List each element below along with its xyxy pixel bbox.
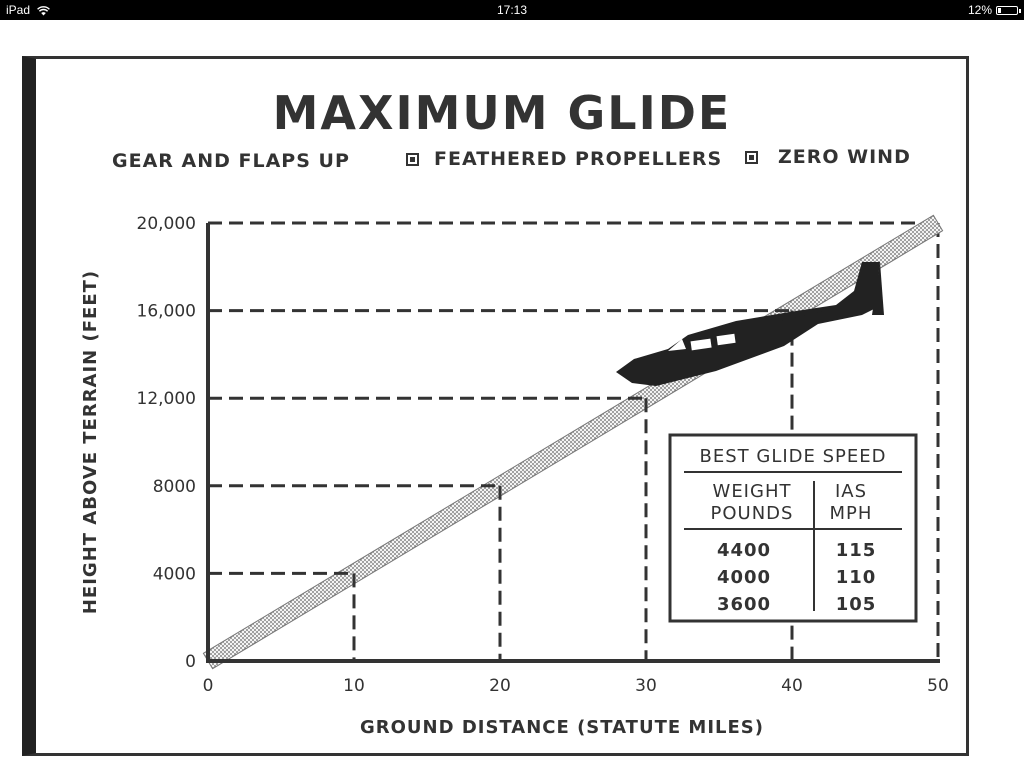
x-tick-label: 20 bbox=[489, 676, 511, 696]
x-tick-label: 50 bbox=[927, 676, 949, 696]
y-tick-label: 20,000 bbox=[137, 214, 196, 234]
best-glide-speed-table: BEST GLIDE SPEED WEIGHT POUNDS IAS MPH 4… bbox=[668, 433, 918, 623]
status-time: 17:13 bbox=[496, 3, 528, 17]
glide-path-line bbox=[207, 222, 939, 662]
y-tick-label: 12,000 bbox=[137, 389, 196, 409]
y-tick-label: 4000 bbox=[153, 564, 196, 584]
device-name: iPad bbox=[6, 3, 31, 17]
status-right: 12% bbox=[967, 3, 1021, 17]
y-tick-label: 0 bbox=[185, 652, 196, 672]
chart-title: MAXIMUM GLIDE bbox=[273, 86, 732, 140]
row-ias: 115 bbox=[836, 540, 877, 561]
y-tick-label: 8000 bbox=[153, 477, 196, 497]
y-tick-label: 16,000 bbox=[137, 302, 196, 322]
subtitle-zero-wind: ZERO WIND bbox=[778, 146, 911, 168]
bullet-dot-icon bbox=[410, 157, 415, 162]
battery-icon bbox=[996, 5, 1021, 15]
x-tick-label: 40 bbox=[781, 676, 803, 696]
header-weight: WEIGHT bbox=[713, 481, 792, 502]
battery-percent: 12% bbox=[967, 3, 992, 17]
aircraft-silhouette-icon bbox=[616, 262, 884, 386]
maximum-glide-chart: MAXIMUM GLIDE GEAR AND FLAPS UP FEATHERE… bbox=[80, 86, 949, 738]
status-left: iPad bbox=[6, 3, 51, 17]
header-mph: MPH bbox=[830, 503, 873, 524]
wifi-icon bbox=[37, 5, 51, 16]
row-weight: 3600 bbox=[717, 594, 771, 615]
bullet-dot-icon bbox=[749, 155, 754, 160]
x-tick-label: 30 bbox=[635, 676, 657, 696]
status-bar: iPad 17:13 12% bbox=[0, 0, 1024, 20]
header-ias: IAS bbox=[835, 481, 867, 502]
y-axis-title: HEIGHT ABOVE TERRAIN (FEET) bbox=[80, 270, 101, 614]
x-tick-label: 0 bbox=[203, 676, 214, 696]
subtitle-feathered-props: FEATHERED PROPELLERS bbox=[434, 148, 722, 170]
row-ias: 105 bbox=[836, 594, 877, 615]
row-weight: 4400 bbox=[717, 540, 771, 561]
row-ias: 110 bbox=[836, 567, 877, 588]
x-axis-title: GROUND DISTANCE (STATUTE MILES) bbox=[360, 717, 764, 738]
row-weight: 4000 bbox=[717, 567, 771, 588]
header-pounds: POUNDS bbox=[711, 503, 794, 524]
subtitle-gear-flaps: GEAR AND FLAPS UP bbox=[112, 150, 350, 172]
chart-card: MAXIMUM GLIDE GEAR AND FLAPS UP FEATHERE… bbox=[22, 56, 969, 756]
table-title: BEST GLIDE SPEED bbox=[700, 446, 887, 467]
x-tick-label: 10 bbox=[343, 676, 365, 696]
